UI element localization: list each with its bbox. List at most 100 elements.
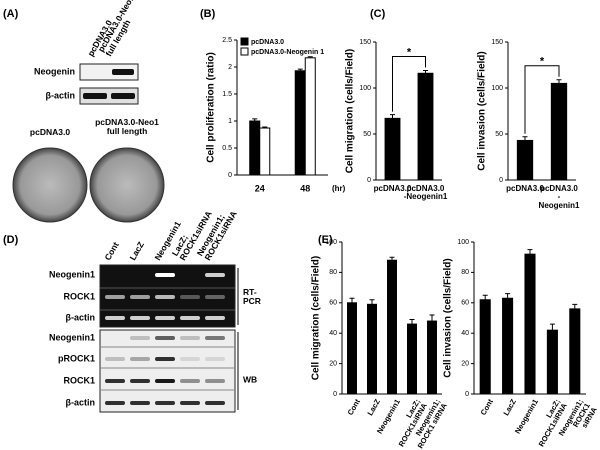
bar: [347, 302, 357, 395]
side-label: RT- PCR: [243, 287, 261, 306]
plate-image: [12, 147, 88, 223]
y-tick-label: 1: [228, 118, 232, 125]
blot-band: [205, 316, 225, 320]
annotation: *: [540, 56, 545, 68]
row-label: ROCK1: [63, 375, 95, 385]
y-axis-label: Cell migration (cells/Field): [311, 256, 322, 380]
error-bar: [549, 323, 555, 331]
bar: [384, 117, 401, 181]
x-axis-label: (hr): [332, 184, 346, 193]
blot-band: [205, 357, 225, 361]
blot-band: [111, 93, 135, 99]
error-bar: [423, 70, 428, 74]
bar: [524, 253, 536, 395]
y-tick-label: 100: [359, 85, 371, 92]
bar: [294, 70, 306, 176]
plate-image: [89, 147, 165, 223]
row-label: β-actin: [46, 90, 76, 100]
y-tick-label: 100: [457, 239, 469, 246]
side-label: WB: [243, 374, 258, 385]
y-tick-label: 40: [461, 330, 469, 337]
blot-band: [130, 336, 150, 340]
row-label: β-actin: [66, 397, 96, 407]
error-bar: [389, 256, 395, 261]
error-bar: [297, 68, 303, 71]
blot: [79, 63, 139, 81]
bar: [367, 303, 377, 395]
error-bar: [522, 136, 528, 141]
bar: [427, 320, 437, 395]
bar: [417, 72, 434, 181]
x-tick-label: 24: [255, 183, 265, 193]
y-tick-label: 100: [491, 85, 503, 92]
bar: [546, 329, 558, 395]
bar: [249, 120, 261, 176]
bar: [304, 57, 316, 176]
x-tick-label: 48: [300, 183, 310, 193]
error-bar: [556, 79, 562, 84]
error-bar: [505, 293, 511, 299]
legend-label: pcDNA3.0: [251, 39, 284, 46]
bar: [259, 127, 271, 176]
bar: [479, 299, 491, 395]
y-axis-label: Cell invasion (cells/Field): [443, 258, 454, 377]
annotation: *: [407, 46, 412, 58]
significance-bracket: [524, 65, 560, 134]
blot-band: [205, 401, 225, 405]
blot-band: [130, 316, 150, 320]
error-bar: [262, 126, 268, 129]
blot-band: [155, 273, 175, 277]
error-bar: [252, 118, 258, 121]
y-axis-label: Cell invasion (cells/Field): [477, 51, 488, 170]
blot-band: [155, 379, 175, 383]
blot-band: [180, 316, 200, 320]
y-tick-label: 0: [333, 391, 337, 398]
blot-band: [130, 357, 150, 361]
blot-band: [105, 357, 125, 361]
panel-label: (D): [3, 234, 19, 246]
blot: [99, 329, 236, 413]
bar: [387, 259, 397, 395]
panel-label: (B): [200, 8, 216, 20]
error-bar: [429, 314, 435, 322]
error-bar: [527, 249, 533, 255]
error-bar: [390, 114, 395, 119]
x-tick-label: pcDNA3.0: [506, 184, 544, 193]
error-bar: [409, 319, 415, 325]
x-tick-label: pcDNA3.0: [373, 184, 412, 193]
y-tick-label: 2: [228, 64, 232, 71]
blot-band: [130, 295, 150, 299]
bar: [502, 297, 514, 395]
bar: [569, 308, 581, 395]
error-bar: [307, 56, 313, 58]
blot-band: [205, 295, 225, 299]
legend-swatch: [240, 37, 249, 46]
y-tick-label: 100: [325, 239, 337, 246]
blot-band: [105, 295, 125, 299]
error-bar: [369, 299, 375, 305]
y-axis-label: Cell proliferation (ratio): [206, 52, 217, 163]
y-tick-label: 60: [329, 300, 337, 307]
blot: [79, 87, 139, 105]
y-axis-label: Cell migration (cells/Field): [345, 49, 356, 173]
error-bar: [482, 294, 488, 300]
blot-band: [180, 336, 200, 340]
row-label: ROCK1: [63, 291, 95, 301]
y-tick-label: 20: [329, 360, 337, 367]
legend-swatch: [240, 47, 249, 56]
blot-band: [130, 379, 150, 383]
plate-label: pcDNA3.0-Neo1 full length: [95, 117, 159, 136]
y-tick-label: 40: [329, 330, 337, 337]
plate-label: pcDNA3.0: [29, 127, 71, 137]
blot-band: [180, 295, 200, 299]
row-label: Neogenin1: [49, 332, 95, 342]
blot-band: [155, 336, 175, 340]
y-tick-label: 60: [461, 300, 469, 307]
blot-band: [155, 316, 175, 320]
y-tick-label: 50: [363, 131, 371, 138]
blot-band: [180, 401, 200, 405]
y-tick-label: 0.5: [222, 145, 232, 152]
blot-band: [105, 316, 125, 320]
